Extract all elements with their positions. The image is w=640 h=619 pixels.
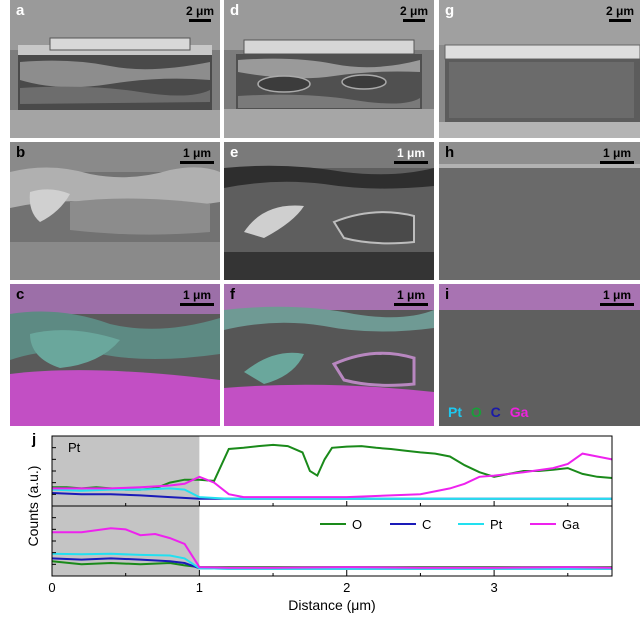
- sem-panel-g: g 2 μm: [439, 0, 640, 138]
- eds-panel-c: c 1 μm: [10, 284, 220, 426]
- sem-panel-b: b 1 μm: [10, 142, 220, 280]
- eds-panel-f: f 1 μm: [224, 284, 434, 426]
- y-axis-label: Counts (a.u.): [25, 466, 41, 547]
- line-profile-chart: Pt j 0 1 2 3 Distance (μm) Counts (a.u.) O C Pt Ga: [25, 431, 613, 613]
- sem-panel-e: e 1 μm: [224, 142, 434, 280]
- scale-bar-e: 1 μm: [394, 146, 428, 164]
- x-tick-label: 1: [196, 580, 203, 595]
- shaded-region-label: Pt: [68, 440, 81, 455]
- legend-label-c: C: [422, 517, 431, 532]
- legend-label-ga: Ga: [562, 517, 580, 532]
- eds-element-legend: Pt O C Ga: [448, 404, 533, 420]
- top-series-ga: [52, 452, 613, 499]
- panel-label-j: j: [31, 431, 36, 448]
- panel-label-d: d: [230, 2, 240, 19]
- bottom-series-pt: [51, 552, 612, 570]
- x-tick-label: 0: [48, 580, 55, 595]
- eds-legend-ga: Ga: [509, 404, 529, 420]
- sem-panel-d: d 2 μm: [224, 0, 434, 138]
- panel-label-h: h: [445, 144, 455, 161]
- x-tick-label: 3: [490, 580, 497, 595]
- sem-panel-a: a 2 μm: [10, 0, 220, 138]
- panel-label-c: c: [16, 286, 25, 303]
- panel-label-e: e: [230, 144, 239, 161]
- scale-bar-g: 2 μm: [606, 4, 634, 22]
- scale-bar-d: 2 μm: [400, 4, 428, 22]
- scale-bar-h: 1 μm: [600, 146, 634, 164]
- eds-legend-o: O: [470, 404, 482, 420]
- panel-label-g: g: [445, 2, 455, 19]
- scale-bar-b: 1 μm: [180, 146, 214, 164]
- scale-bar-c: 1 μm: [180, 288, 214, 306]
- panel-label-a: a: [16, 2, 25, 19]
- panel-label-i: i: [445, 286, 450, 303]
- top-series-pt: [51, 487, 612, 500]
- legend-label-o: O: [352, 517, 362, 532]
- x-axis-label: Distance (μm): [288, 597, 375, 613]
- eds-legend-c: C: [490, 404, 501, 420]
- legend-label-pt: Pt: [490, 517, 503, 532]
- x-tick-label: 2: [343, 580, 350, 595]
- scale-bar-a: 2 μm: [186, 4, 214, 22]
- eds-legend-pt: Pt: [448, 404, 462, 420]
- bottom-series-ga: [52, 527, 613, 569]
- eds-panel-i: i 1 μm: [439, 284, 640, 426]
- sem-panel-h: h 1 μm: [439, 142, 640, 280]
- scale-bar-i: 1 μm: [600, 288, 634, 306]
- panel-label-f: f: [230, 286, 235, 303]
- scale-bar-f: 1 μm: [394, 288, 428, 306]
- panel-label-b: b: [16, 144, 26, 161]
